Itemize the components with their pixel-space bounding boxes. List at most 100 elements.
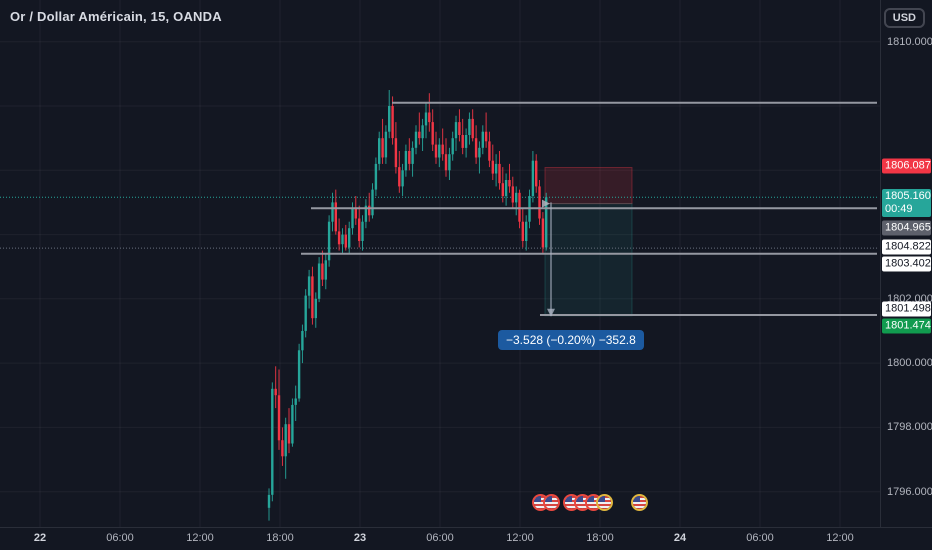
candle-body (351, 208, 354, 229)
candle-body (334, 202, 337, 232)
time-tick-label: 12:00 (186, 532, 214, 544)
candle-body (488, 141, 491, 161)
candle-body (398, 167, 401, 187)
candle-body (501, 183, 504, 197)
candle-body (267, 494, 271, 508)
candle-body (401, 170, 404, 187)
measure-arrow-icon (547, 308, 555, 317)
candle-body (371, 189, 374, 216)
candle-body (484, 131, 488, 142)
candle-body (281, 440, 284, 457)
cursor-arrow-icon (542, 199, 550, 208)
candle-body (458, 122, 461, 135)
us-flag-event-icon[interactable] (633, 496, 646, 509)
candle-body (294, 398, 297, 405)
candle-body (324, 260, 327, 280)
candle-body (525, 221, 528, 241)
candle-body (478, 147, 481, 158)
candle-body (451, 138, 454, 155)
event-markers (534, 496, 646, 509)
candle-body (358, 218, 361, 241)
candle-body (274, 388, 277, 396)
us-flag-event-icon[interactable] (545, 496, 558, 509)
candle-body (314, 298, 317, 319)
current-price-label: 1805.160 00:49 (882, 189, 931, 217)
candle-body (438, 144, 441, 158)
candle-body (504, 180, 508, 197)
candle-body (428, 112, 431, 123)
candle-body (337, 231, 341, 245)
candle-body (464, 135, 468, 148)
hline-price-label: 1801.498 (882, 301, 931, 317)
entry-price-label: 1804.965 (882, 220, 931, 236)
candle-body (394, 138, 398, 168)
currency-button[interactable]: USD (883, 8, 925, 28)
us-flag-event-icon[interactable] (576, 496, 589, 509)
price-tick-label: 1798.000 (887, 421, 932, 434)
candle-body (287, 424, 291, 444)
candle-body (541, 218, 545, 248)
time-axis[interactable]: 22 06:00 12:00 18:00 23 06:00 12:00 18:00 24 06:0… (0, 527, 932, 550)
candle-body (441, 144, 444, 155)
candle-body (545, 197, 548, 248)
time-tick-label: 23 (353, 532, 367, 544)
candle-body (348, 228, 351, 248)
time-tick-label: 06:00 (426, 532, 454, 544)
candle-body (297, 350, 301, 399)
candle-body (368, 205, 371, 216)
candle-body (408, 151, 411, 164)
candle-body (344, 234, 347, 248)
time-tick-label: 18:00 (266, 532, 294, 544)
candle-body (317, 263, 321, 299)
short-position-stop-zone[interactable] (544, 167, 633, 205)
candle-body (284, 424, 287, 457)
candle-body (461, 135, 464, 148)
candle-body (515, 192, 518, 203)
candle-body (378, 138, 381, 164)
time-tick-label: 22 (33, 532, 47, 544)
hline-price-label: 1803.402 (882, 256, 931, 272)
candle-body (471, 118, 474, 139)
short-position-profit-zone[interactable] (544, 203, 633, 317)
candle-body (307, 276, 311, 296)
price-tick-label: 1796.000 (887, 485, 932, 498)
us-flag-event-icon[interactable] (565, 496, 578, 509)
candle-body (404, 151, 408, 171)
candle-body (468, 118, 471, 135)
candle-body (291, 404, 294, 444)
candle-body (374, 163, 378, 190)
candle-body (511, 186, 514, 203)
candle-body (361, 221, 364, 241)
candle-body (531, 160, 535, 196)
candle-body (331, 202, 334, 222)
candle-body (301, 331, 304, 351)
time-tick-label: 18:00 (586, 532, 614, 544)
symbol-title[interactable]: Or / Dollar Américain, 15, OANDA (10, 9, 222, 24)
candle-body (327, 221, 331, 261)
chart-pane[interactable] (0, 0, 880, 527)
candle-body (418, 131, 421, 139)
measure-label[interactable]: −3.528 (−0.20%) −352.8 (498, 330, 644, 350)
candle-body (421, 125, 424, 139)
price-axis[interactable]: 1810.000 1802.000 1800.000 1798.000 1796.000… (880, 0, 932, 527)
candle-body (304, 295, 307, 331)
stop-price-label: 1806.087 (882, 158, 931, 174)
us-flag-event-icon[interactable] (587, 496, 600, 509)
candle-body (481, 131, 484, 148)
candle-body (414, 131, 418, 148)
us-flag-event-icon[interactable] (534, 496, 547, 509)
candle-body (431, 122, 434, 145)
candle-body (321, 263, 324, 280)
candle-body (508, 180, 511, 187)
candle-body (311, 276, 314, 319)
candle-body (498, 163, 501, 184)
candle-body (411, 147, 414, 164)
candlestick-chart[interactable] (0, 0, 880, 527)
candle-body (474, 138, 478, 158)
candle-body (535, 160, 538, 187)
candle-body (354, 208, 357, 219)
time-tick-label: 06:00 (106, 532, 134, 544)
us-flag-event-icon[interactable] (598, 496, 611, 509)
time-tick-label: 12:00 (506, 532, 534, 544)
